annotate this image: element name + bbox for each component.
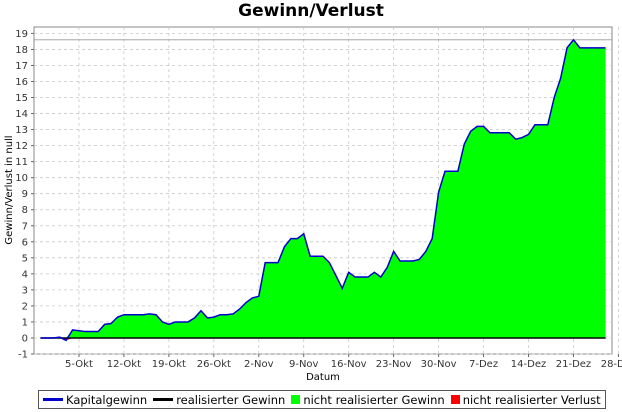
legend-label: nicht realisierter Verlust [462, 392, 601, 407]
x-tick-label: 16-Nov [331, 359, 367, 370]
legend-swatch [450, 395, 460, 404]
x-tick-label: 2-Nov [244, 359, 274, 370]
y-tick-label: 3 [22, 285, 28, 296]
y-tick-label: -1 [18, 350, 28, 361]
y-axis-label: Gewinn/Verlust in null [4, 135, 15, 244]
legend-item-nicht-realisierter-gewinn: nicht realisierter Gewinn [291, 392, 445, 407]
y-tick-label: 16 [15, 77, 28, 88]
y-tick-label: 19 [15, 29, 28, 40]
y-tick-label: 1 [22, 317, 28, 328]
chart-title: Gewinn/Verlust [238, 1, 384, 21]
y-tick-label: 4 [22, 269, 28, 280]
line-kapitalgewinn [40, 38, 606, 342]
legend-label: nicht realisierter Gewinn [303, 392, 445, 407]
y-tick-label: 5 [22, 253, 28, 264]
x-axis-label: Datum [306, 372, 340, 383]
y-tick-label: 0 [22, 333, 28, 344]
x-axis: 5-Okt 12-Okt 19-Okt 26-Okt 2-Nov 9-Nov 16-Nov 2… [65, 354, 622, 370]
y-tick-label: 8 [22, 205, 28, 216]
legend-swatch [291, 395, 301, 404]
x-tick-label: 14-Dez [511, 359, 546, 370]
legend-swatch [153, 398, 174, 401]
y-tick-label: 14 [15, 109, 28, 120]
y-tick-label: 12 [15, 141, 28, 152]
y-tick-label: 10 [15, 173, 28, 184]
y-tick-label: 13 [15, 125, 28, 136]
y-tick-label: 18 [15, 45, 28, 56]
y-tick-label: 11 [15, 157, 28, 168]
legend-item-kapitalgewinn: Kapitalgewinn [43, 393, 147, 407]
area-nicht-realisierter-gewinn [40, 39, 606, 338]
x-tick-label: 12-Okt [107, 359, 141, 370]
y-tick-label: 2 [22, 301, 28, 312]
y-tick-label: 17 [15, 61, 28, 72]
legend-label: realisierter Gewinn [176, 392, 286, 407]
x-tick-label: 28-Dez [601, 359, 622, 370]
legend-swatch [43, 398, 63, 401]
x-tick-label: 30-Nov [421, 359, 457, 370]
x-tick-label: 7-Dez [469, 359, 498, 370]
y-tick-label: 7 [22, 221, 28, 232]
series-lines [40, 38, 606, 342]
x-tick-label: 21-Dez [556, 359, 591, 370]
x-tick-label: 23-Nov [376, 359, 412, 370]
x-tick-label: 19-Okt [152, 359, 186, 370]
y-tick-label: 15 [15, 93, 28, 104]
x-tick-label: 26-Okt [197, 359, 231, 370]
x-tick-label: 5-Okt [65, 359, 93, 370]
x-tick-label: 9-Nov [289, 359, 319, 370]
chart-legend: Kapitalgewinn realisierter Gewinn nicht … [38, 390, 606, 409]
legend-item-realisierter-gewinn: realisierter Gewinn [153, 393, 285, 407]
y-tick-label: 9 [22, 189, 28, 200]
area-fills [40, 39, 606, 341]
legend-label: Kapitalgewinn [66, 392, 148, 407]
legend-item-nicht-realisierter-verlust: nicht realisierter Verlust [450, 392, 601, 407]
y-tick-label: 6 [22, 237, 28, 248]
